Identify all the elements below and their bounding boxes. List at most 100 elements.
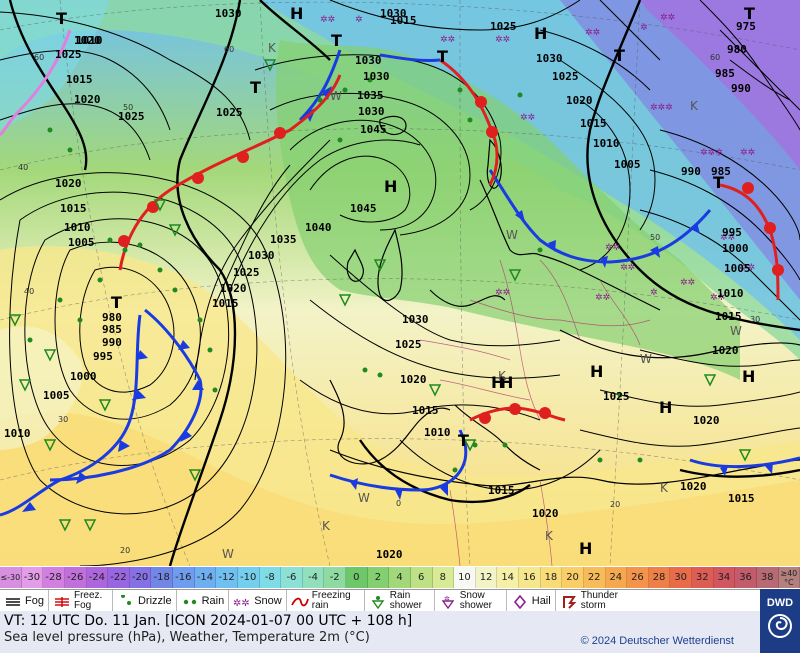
colorbar-cell: 34 [713, 567, 736, 588]
colorbar-cell: -8 [259, 567, 282, 588]
isobar-label: 1020 [566, 94, 593, 107]
isobar-label: 1040 [305, 221, 332, 234]
temperature-colorbar: ≤-30 -30 -28 -26 -24 -22 -20 -18 -16 -14 -12 -10 -8-… [0, 567, 800, 588]
colorbar-cell: 32 [692, 567, 714, 588]
thunderstorm-icon [560, 594, 578, 609]
svg-text:✲✲: ✲✲ [620, 263, 635, 273]
high-pressure-label: H [742, 367, 755, 386]
isobar-label: 1030 [363, 70, 390, 83]
colorbar-cell: 16 [519, 567, 541, 588]
cold-fronts [0, 49, 800, 517]
svg-text:✲✲: ✲✲ [440, 35, 455, 45]
snow-icon: ✲✲ [233, 594, 251, 609]
shower-symbols [8, 59, 752, 532]
dwd-logo: DWD [760, 589, 800, 653]
weather-map: ✲✲ ✲✲✲ ✲✲ ✲✲ ✲✲✲✲✲✲ ✲✲✲ ✲✲✲✲✲✲ ✲✲✲✲✲✲ ✲ ✲✲✲✲✲… [0, 0, 800, 566]
rain-symbols [27, 77, 643, 473]
svg-text:✲✲: ✲✲ [495, 288, 510, 298]
cold-air-mark: K [268, 41, 277, 55]
legend-drizzle: Drizzle [113, 590, 177, 612]
isobar-label: 1030 [536, 52, 563, 65]
high-pressure-label: H [491, 373, 504, 392]
warm-air-mark: W [330, 89, 342, 103]
cold-front-pips [22, 86, 773, 512]
legend-rain-label: Rain [201, 595, 225, 607]
graticule-label: 50 [650, 233, 660, 242]
svg-text:✲✲: ✲✲ [680, 278, 695, 288]
colorbar-cell: 14 [497, 567, 519, 588]
isobar-label: 1045 [360, 123, 387, 136]
isobar-label: 1045 [350, 202, 377, 215]
cold-air-mark: K [545, 529, 554, 543]
cold-air-mark: K [690, 99, 699, 113]
isobar-label: 1015 [390, 14, 417, 27]
colorbar-cell: 20 [562, 567, 584, 588]
isobar-label: 1020 [532, 507, 559, 520]
svg-text:✲✲: ✲✲ [520, 113, 535, 123]
svg-text:✲✲: ✲✲ [605, 243, 620, 253]
colorbar-cell: 24 [605, 567, 628, 588]
colorbar-cell: -4 [302, 567, 325, 588]
colorbar-cell: -20 [129, 567, 152, 588]
legend-snow-label: Snow [254, 595, 282, 607]
parameter-description: Sea level pressure (hPa), Weather, Tempe… [4, 630, 370, 645]
isobar-label: 1005 [43, 389, 70, 402]
colorbar-cell: -28 [43, 567, 65, 588]
isobar-label: 980 [102, 311, 122, 324]
isobar-label: 985 [711, 165, 731, 178]
colorbar-cell: 38 [756, 567, 779, 588]
legend-rain: Rain [177, 590, 230, 612]
fog-icon [4, 594, 22, 608]
colorbar-cell: -14 [194, 567, 217, 588]
svg-text:✲: ✲ [640, 23, 648, 33]
svg-text:✲✲✲: ✲✲✲ [650, 103, 673, 113]
isobar-label: 985 [102, 323, 122, 336]
isobar-label: 1025 [216, 106, 243, 119]
legend-freezing-fog-label: Freez. Fog [73, 590, 103, 611]
coastlines [329, 115, 800, 487]
temperature-marks: W K W W K W K W K W K K [222, 41, 742, 561]
colorbar-cell: 12 [475, 567, 498, 588]
warm-air-mark: W [506, 228, 518, 242]
graticule-label: 30 [58, 415, 68, 424]
warm-air-mark: W [222, 547, 234, 561]
isobar-label: 1010 [4, 427, 31, 440]
legend-fog: Fog [0, 590, 49, 612]
isobar-label: 1015 [728, 492, 755, 505]
high-pressure-label: H [534, 24, 547, 43]
low-pressure-label: T [111, 293, 122, 312]
low-pressure-label: T [331, 31, 342, 50]
svg-text:✲✲: ✲✲ [595, 293, 610, 303]
graticule-labels: 60 60 50 40 40 30 20 0 20 30 50 60 [18, 45, 760, 555]
isobar-label: 1010 [717, 287, 744, 300]
svg-text:✲✲: ✲✲ [585, 28, 600, 38]
legend-hail-label: Hail [531, 595, 551, 607]
isobar-label: 975 [736, 20, 756, 33]
colorbar-cell: -6 [281, 567, 303, 588]
colorbar-cell: ≥40 °C [778, 567, 800, 588]
legend-hail: Hail [507, 590, 556, 612]
isobar-label: 1030 [355, 54, 382, 67]
cold-air-mark: K [660, 481, 669, 495]
svg-text:✲✲: ✲✲ [740, 263, 755, 273]
snow-symbols: ✲✲ ✲✲✲ ✲✲ ✲✲ ✲✲✲✲✲✲ ✲✲✲ ✲✲✲✲✲✲ ✲✲✲✲✲✲ ✲ ✲✲✲✲✲… [320, 13, 755, 303]
colorbar-cell: -22 [108, 567, 130, 588]
isobar-label: 995 [722, 226, 742, 239]
weather-legend: Fog Freez. Fog Drizzle Rain ✲✲ Snow Free… [0, 589, 760, 613]
cold-air-mark: K [498, 369, 507, 383]
colorbar-cell: 22 [583, 567, 606, 588]
colorbar-cell: 28 [648, 567, 671, 588]
dwd-swirl-icon [768, 614, 792, 638]
isobar-label: 985 [715, 67, 735, 80]
isobar-label: 1010 [76, 34, 103, 47]
colorbar-cell: 4 [389, 567, 411, 588]
graticule-label: 30 [750, 315, 760, 324]
isobar-label: 1020 [712, 344, 739, 357]
isobar-label: 1015 [66, 73, 93, 86]
cold-air-mark: K [322, 519, 331, 533]
drizzle-icon [117, 594, 135, 608]
svg-text:✲✲✲: ✲✲✲ [700, 148, 723, 158]
warm-air-mark: W [730, 324, 742, 338]
country-borders [419, 259, 651, 566]
